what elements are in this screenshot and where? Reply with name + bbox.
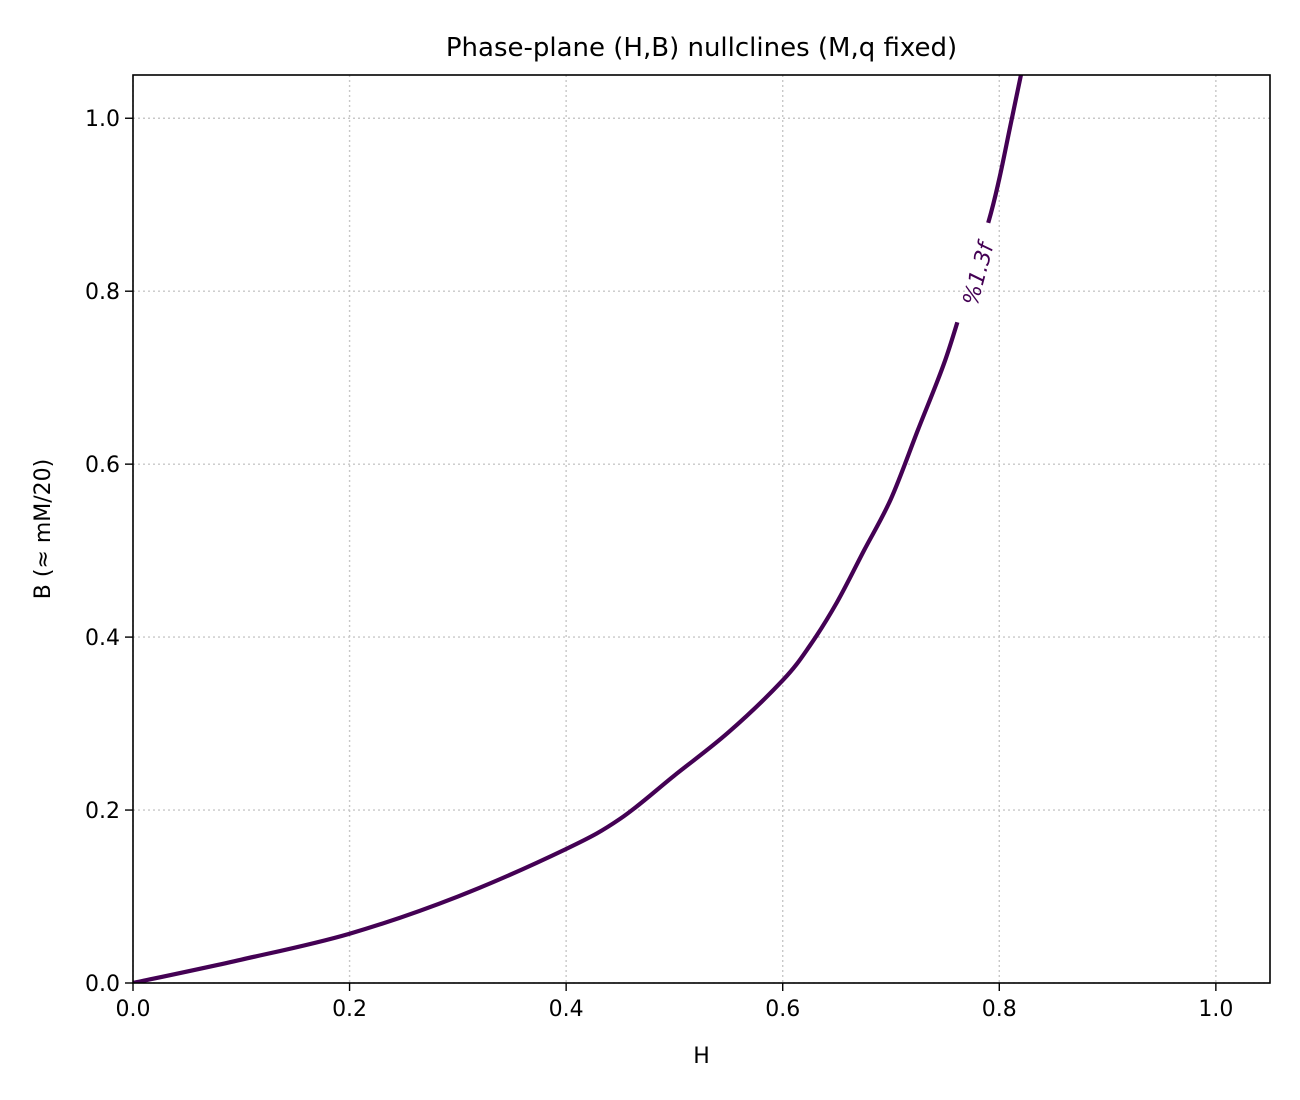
chart-labels: Phase-plane (H,B) nullclines (M,q fixed)… bbox=[31, 33, 957, 1069]
x-tick-label: 0.4 bbox=[549, 997, 584, 1022]
y-tick-label: 1.0 bbox=[85, 107, 120, 132]
x-tick-label: 0.0 bbox=[116, 997, 151, 1022]
chart-title: Phase-plane (H,B) nullclines (M,q fixed) bbox=[446, 33, 957, 63]
axes-frame bbox=[132, 74, 1271, 984]
x-tick-label: 1.0 bbox=[1198, 997, 1233, 1022]
x-tick-label: 0.6 bbox=[765, 997, 800, 1022]
ticks: 0.0 0.2 0.4 0.6 0.8 1.0 0.0 0.2 0.4 0.6 0.8 1.0 bbox=[85, 107, 1233, 1022]
y-tick-label: 0.2 bbox=[85, 799, 120, 824]
nullcline-series-line bbox=[133, 75, 1023, 983]
series-clip-group bbox=[133, 75, 1023, 983]
x-axis-label: H bbox=[693, 1044, 710, 1069]
y-tick-label: 0.8 bbox=[85, 280, 120, 305]
x-tick-label: 0.8 bbox=[982, 997, 1017, 1022]
y-tick-label: 0.0 bbox=[85, 972, 120, 997]
y-tick-label: 0.6 bbox=[85, 453, 120, 478]
y-axis-label: B (≈ mM/20) bbox=[31, 459, 56, 600]
y-tick-label: 0.4 bbox=[85, 626, 120, 651]
x-tick-label: 0.2 bbox=[332, 997, 367, 1022]
